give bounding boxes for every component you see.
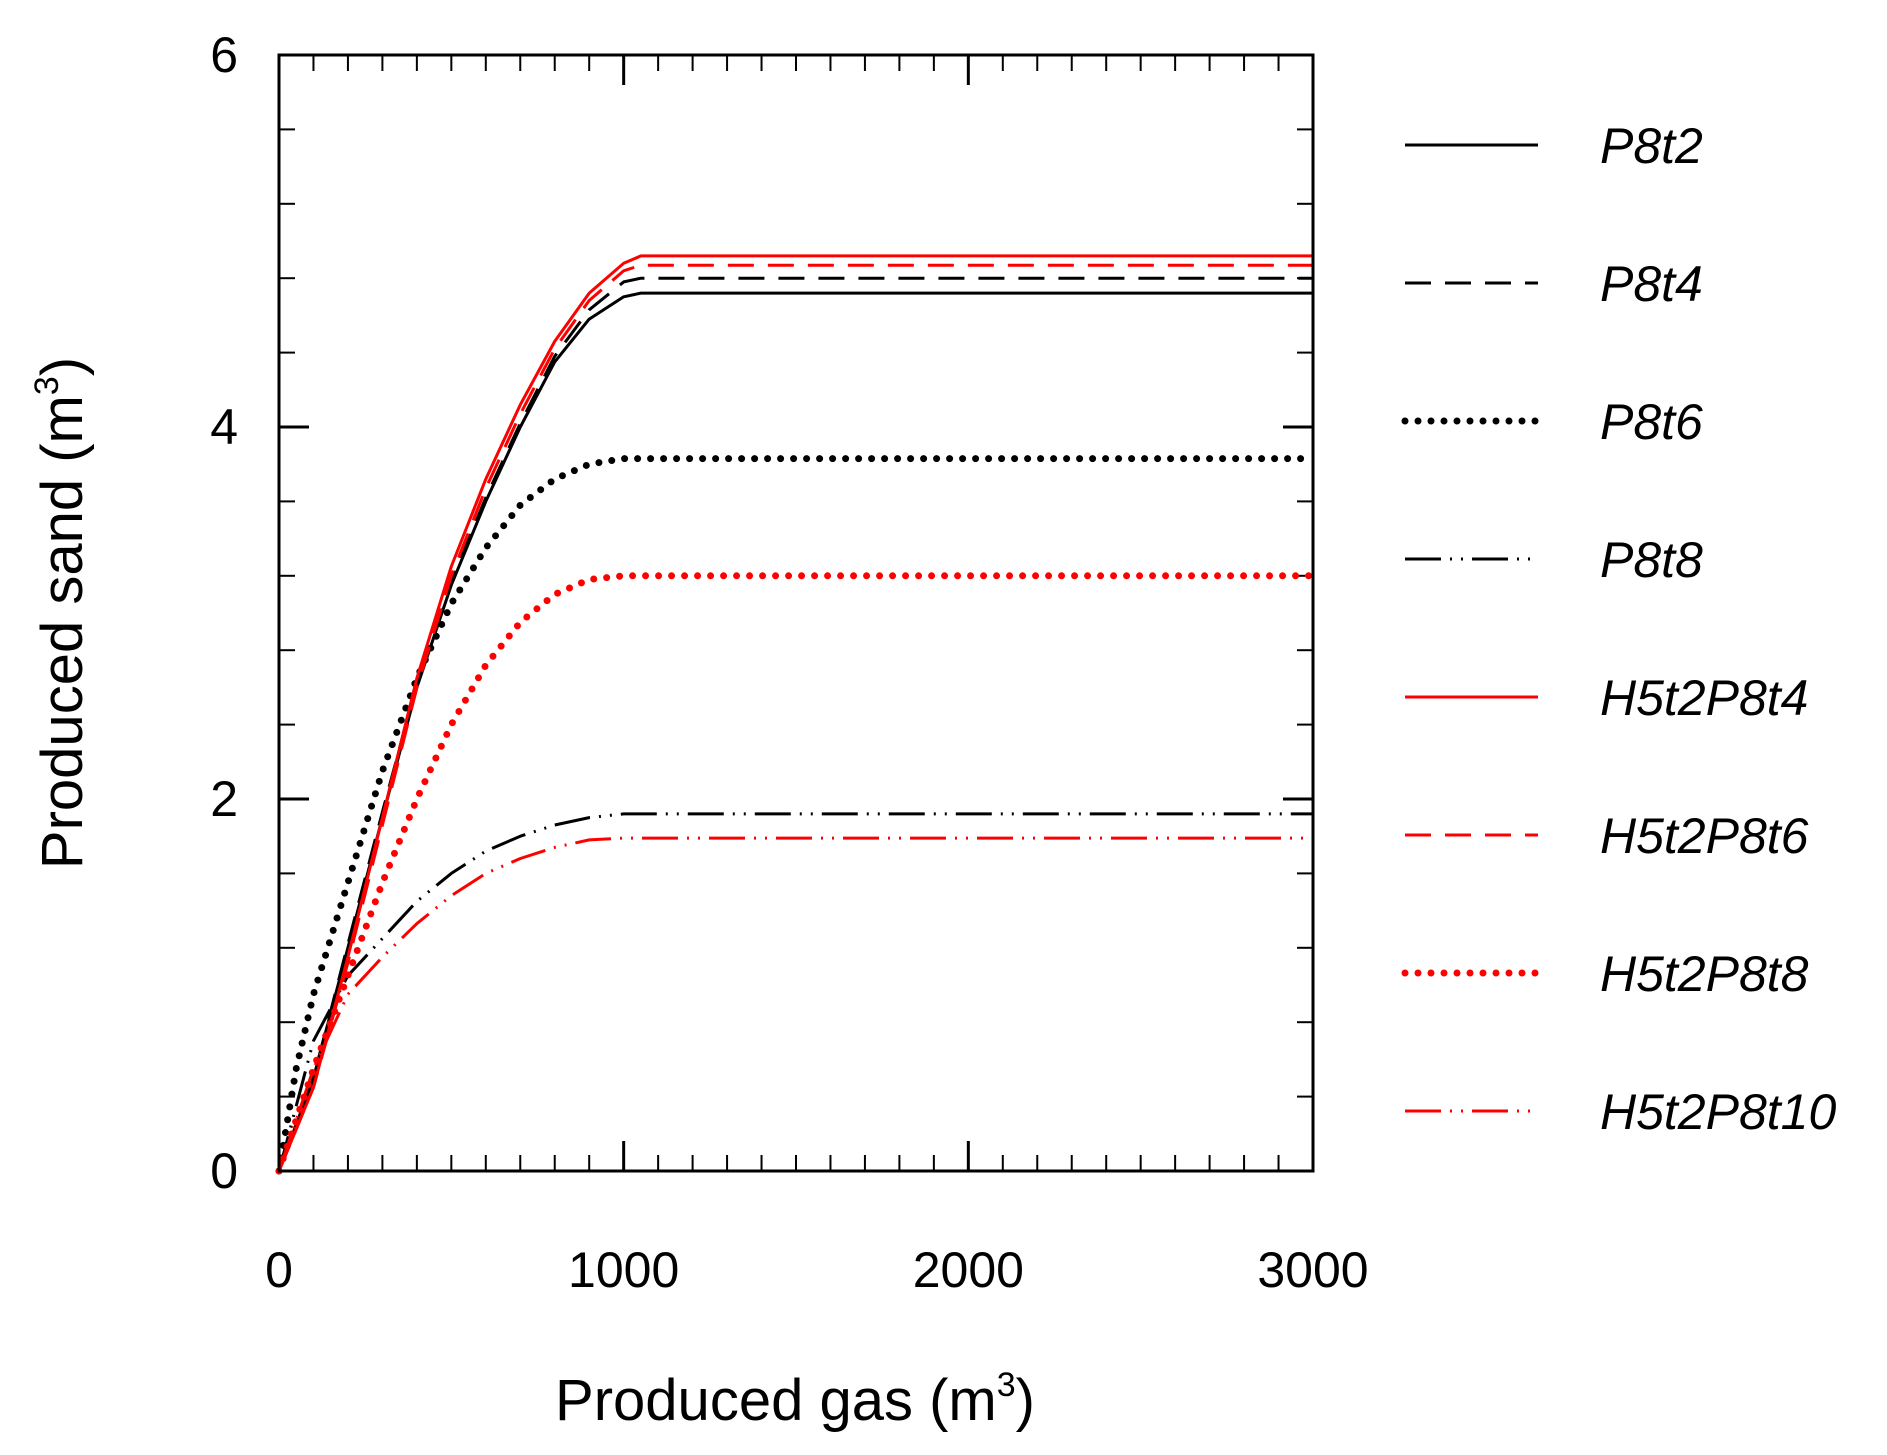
y-axis-title: Produced sand (m3): [28, 357, 95, 869]
plot-frame: [277, 53, 1315, 1173]
y-tick-label: 0: [210, 1143, 238, 1199]
y-axis-title-close: ): [30, 357, 95, 376]
series-line-h5t2p8t6: [277, 263, 1313, 1172]
legend-label-p8t2: P8t2: [1600, 118, 1703, 174]
series-layer: [275, 254, 1317, 1175]
y-axis-title-text: Produced sand (m: [30, 395, 95, 869]
x-tick-label: 3000: [1257, 1242, 1368, 1298]
major-ticks: [277, 53, 1315, 1173]
legend-label-p8t4: P8t4: [1600, 256, 1703, 312]
x-tick-label: 2000: [913, 1242, 1024, 1298]
x-tick-label: 1000: [568, 1242, 679, 1298]
legend-label-p8t6: P8t6: [1600, 394, 1703, 450]
series-line-h5t2p8t8: [275, 572, 1317, 1175]
legend-label-p8t8: P8t8: [1600, 532, 1703, 588]
minor-ticks: [278, 54, 1314, 1172]
x-axis-title-exp: 3: [997, 1366, 1016, 1404]
x-tick-labels: 0 1000 2000 3000: [265, 1242, 1369, 1298]
x-tick-label: 0: [265, 1242, 293, 1298]
y-axis-title-exp: 3: [28, 376, 66, 395]
series-line-p8t8: [277, 812, 1313, 1172]
series-line-h5t2p8t4: [277, 254, 1313, 1172]
y-tick-labels: 0 2 4 6: [210, 27, 238, 1199]
x-axis-title-close: ): [1016, 1368, 1035, 1433]
legend-label-h5t2p8t4: H5t2P8t4: [1600, 670, 1808, 726]
legend-label-h5t2p8t8: H5t2P8t8: [1600, 946, 1809, 1002]
legend: P8t2 P8t4 P8t6 P8t8 H5t2P8t4 H5t2P8t6 H5t2P8t8…: [1401, 118, 1836, 1140]
series-line-p8t2: [277, 291, 1313, 1172]
legend-label-h5t2p8t10: H5t2P8t10: [1600, 1084, 1836, 1140]
y-tick-label: 6: [210, 27, 238, 83]
legend-label-h5t2p8t6: H5t2P8t6: [1600, 808, 1809, 864]
y-tick-label: 2: [210, 771, 238, 827]
x-axis-title: Produced gas (m3): [555, 1366, 1035, 1433]
series-line-h5t2p8t10: [277, 836, 1313, 1172]
series-line-p8t4: [277, 276, 1313, 1172]
y-tick-label: 4: [210, 399, 238, 455]
series-line-p8t6: [275, 455, 1317, 1175]
x-axis-title-text: Produced gas (m: [555, 1368, 997, 1433]
